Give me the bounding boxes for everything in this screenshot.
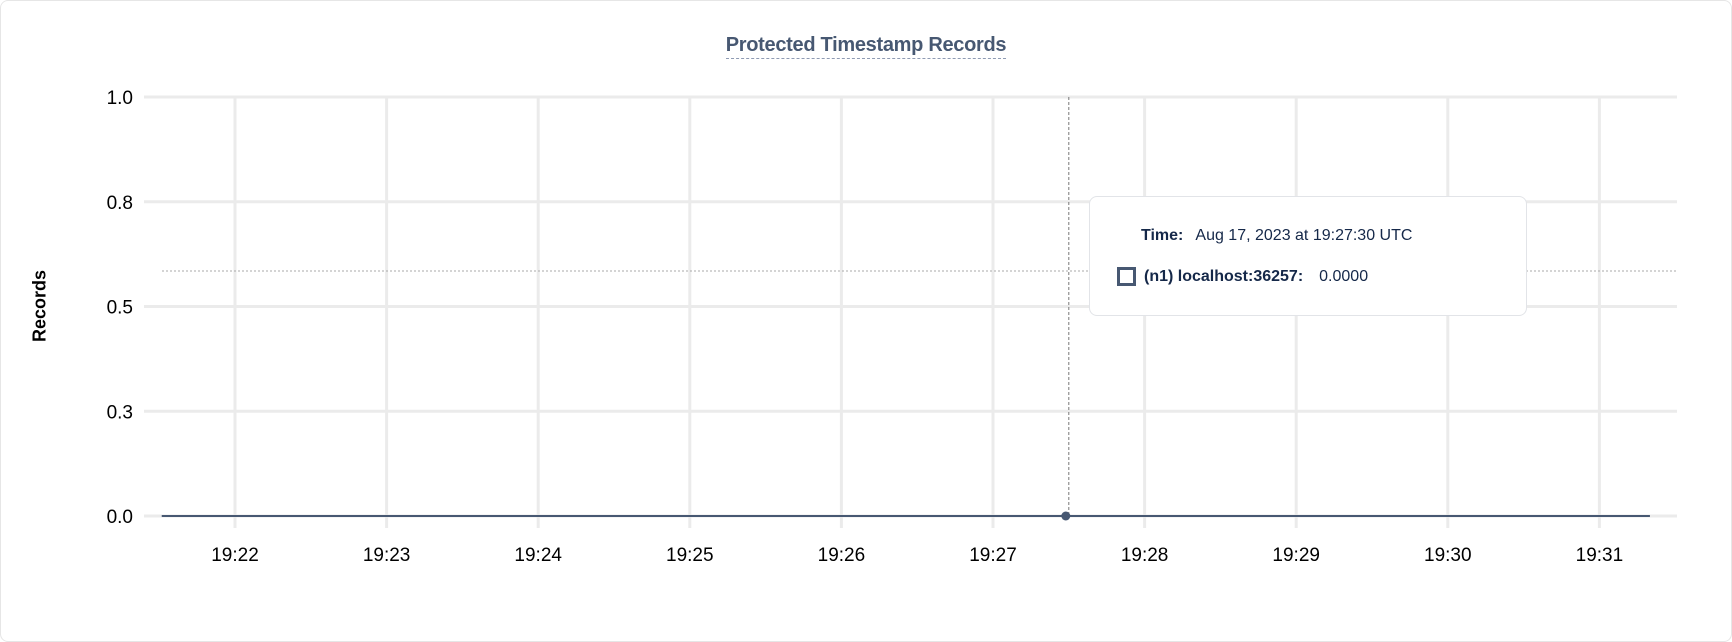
x-tick-label: 19:30 [1424, 545, 1472, 566]
x-tick-label: 19:29 [1272, 545, 1320, 566]
tooltip-series-row: (n1) localhost:36257: 0.0000 [1117, 267, 1368, 286]
x-tick-label: 19:23 [363, 545, 411, 566]
y-tick-label: 1.0 [107, 88, 133, 109]
hover-point [1061, 511, 1071, 521]
x-tick-label: 19:22 [211, 545, 259, 566]
tooltip-time-label: Time: [1141, 227, 1184, 244]
y-tick-label: 0.3 [107, 402, 133, 423]
x-tick-label: 19:28 [1121, 545, 1169, 566]
x-tick-label: 19:26 [818, 545, 866, 566]
y-tick-label: 0.8 [107, 193, 133, 214]
y-tick-label: 0.5 [107, 298, 133, 319]
chart-title-wrap: Protected Timestamp Records [0, 34, 1732, 59]
x-tick-label: 19:25 [666, 545, 714, 566]
plot-area[interactable]: 0.0 0.3 0.5 0.8 1.0 19:22 19:23 19:24 19:25 19:26… [0, 0, 1732, 628]
x-tick-label: 19:27 [969, 545, 1017, 566]
series-swatch-icon [1117, 267, 1136, 286]
tooltip-series-label: (n1) localhost:36257: [1144, 267, 1304, 285]
tooltip-time-value: Aug 17, 2023 at 19:27:30 UTC [1195, 227, 1413, 244]
x-tick-label: 19:24 [514, 545, 562, 566]
x-tick-label: 19:31 [1576, 545, 1624, 566]
tooltip-series-value: 0.0000 [1319, 267, 1369, 285]
y-tick-label: 0.0 [107, 507, 133, 528]
tooltip-time: Time: Aug 17, 2023 at 19:27:30 UTC [1141, 227, 1412, 245]
tooltip: Time: Aug 17, 2023 at 19:27:30 UTC (n1) l… [1089, 196, 1527, 316]
chart-title[interactable]: Protected Timestamp Records [725, 34, 1007, 59]
